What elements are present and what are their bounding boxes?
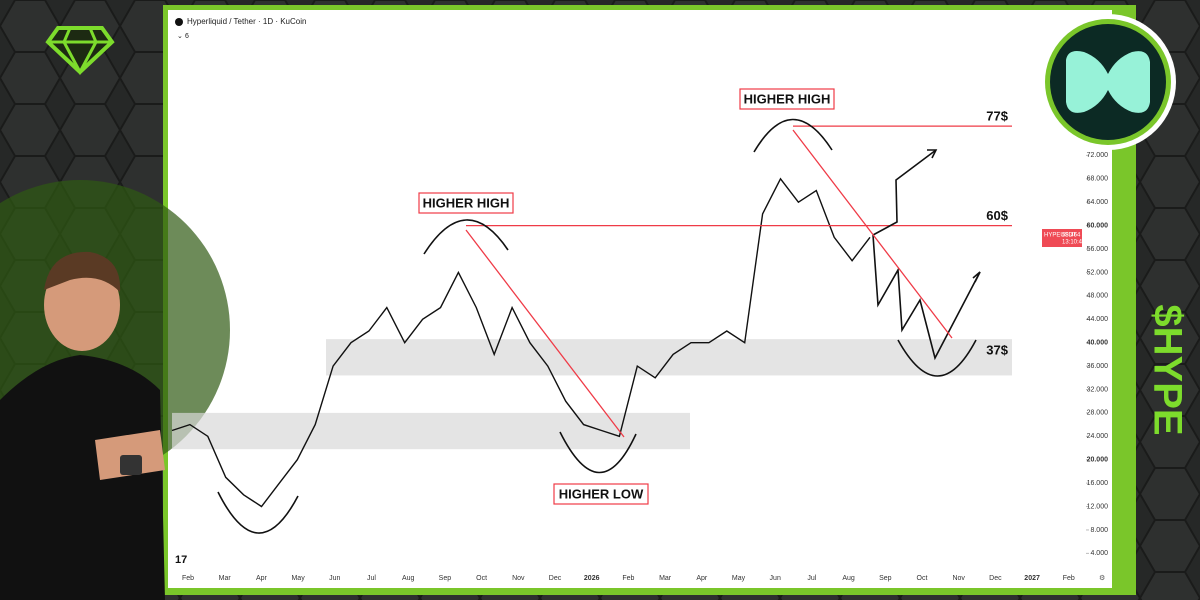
x-tick-label: Sep [879,575,892,582]
indicator-count: 6 [185,33,189,40]
x-tick-label: 2026 [584,575,600,582]
y-tick-label: 16.000 [1087,480,1109,487]
annotation-shapes [217,118,981,534]
annotation-box [739,88,835,110]
y-tick-label: 32.000 [1087,386,1109,393]
y-tick-label: 8.000 [1090,527,1108,534]
x-tick-label: Feb [1063,575,1075,582]
y-tick-label: 20.000 [1087,457,1109,464]
annotation-label: HIGHER HIGH [423,195,510,210]
x-tick-label: May [732,575,746,582]
y-tick-label: 72.000 [1087,152,1109,159]
support-zone [172,412,690,450]
y-tick-label: 40.000 [1087,340,1109,347]
x-tick-label: Jun [329,575,340,582]
x-tick-label: Apr [256,575,268,582]
chart-header: Hyperliquid / Tether · 1D · KuCoin [187,17,306,26]
y-tick-label: 68.000 [1087,176,1109,183]
gem-logo [45,26,115,76]
x-tick-label: Feb [182,575,194,582]
support-zone [326,339,1012,376]
trend-lines [465,129,953,438]
symbol-icon [175,18,183,26]
settings-icon: ⚙ [1099,574,1105,582]
indicator-count: ⌄ [177,33,183,40]
x-tick-label: Sep [439,575,452,582]
price-tag [1042,229,1082,247]
ticker-label: $HYPE [1145,304,1189,435]
y-tick-label: 24.000 [1087,433,1109,440]
level-label: 37$ [986,343,1008,358]
x-tick-label: May [291,575,305,582]
x-tick-label: Jul [807,575,816,582]
person [0,180,230,600]
annotation-label: HIGHER LOW [559,486,644,501]
y-tick-label: 64.000 [1087,199,1109,206]
y-tick-label: 36.000 [1087,363,1109,370]
x-tick-label: Jun [770,575,781,582]
token-logo [1040,14,1176,150]
x-tick-label: Aug [402,575,415,582]
x-tick-label: Nov [952,575,965,582]
plot: 4.000 8.000 12.000 16.000 20.000 24.000 28.000… [171,109,1109,582]
x-tick-label: Oct [917,575,928,582]
x-tick-label: Aug [842,575,855,582]
y-tick-label: 48.000 [1087,293,1109,300]
level-label: 60$ [986,208,1008,223]
annotation-box [418,192,514,214]
y-tick-label: 56.000 [1087,246,1109,253]
x-tick-label: Nov [512,575,525,582]
y-tick-label: 60.000 [1087,222,1109,229]
x-tick-label: 2027 [1024,575,1040,582]
price-tag-time: 13:10:41 [1062,240,1086,246]
y-tick-label: 28.000 [1087,410,1109,417]
annotation-label: HIGHER HIGH [744,91,831,106]
level-label: 77$ [986,109,1008,124]
y-tick-label: 44.000 [1087,316,1109,323]
price-tag-value: 58.464 [1062,233,1081,239]
price-tag-symbol: HYPEUSDT [1044,233,1077,239]
x-tick-label: Apr [696,575,708,582]
y-tick-label: 4.000 [1090,550,1108,557]
tv-logo: 17 [175,554,187,566]
x-tick-label: Dec [549,575,562,582]
price-line [171,177,871,508]
x-tick-label: Mar [659,575,672,582]
annotation-box [553,483,649,505]
x-tick-label: Feb [622,575,634,582]
y-tick-label: 52.000 [1087,269,1109,276]
x-tick-label: Jul [367,575,376,582]
y-tick-label: 12.000 [1087,503,1109,510]
x-tick-label: Mar [219,575,232,582]
x-tick-label: Dec [989,575,1002,582]
x-tick-label: Oct [476,575,487,582]
